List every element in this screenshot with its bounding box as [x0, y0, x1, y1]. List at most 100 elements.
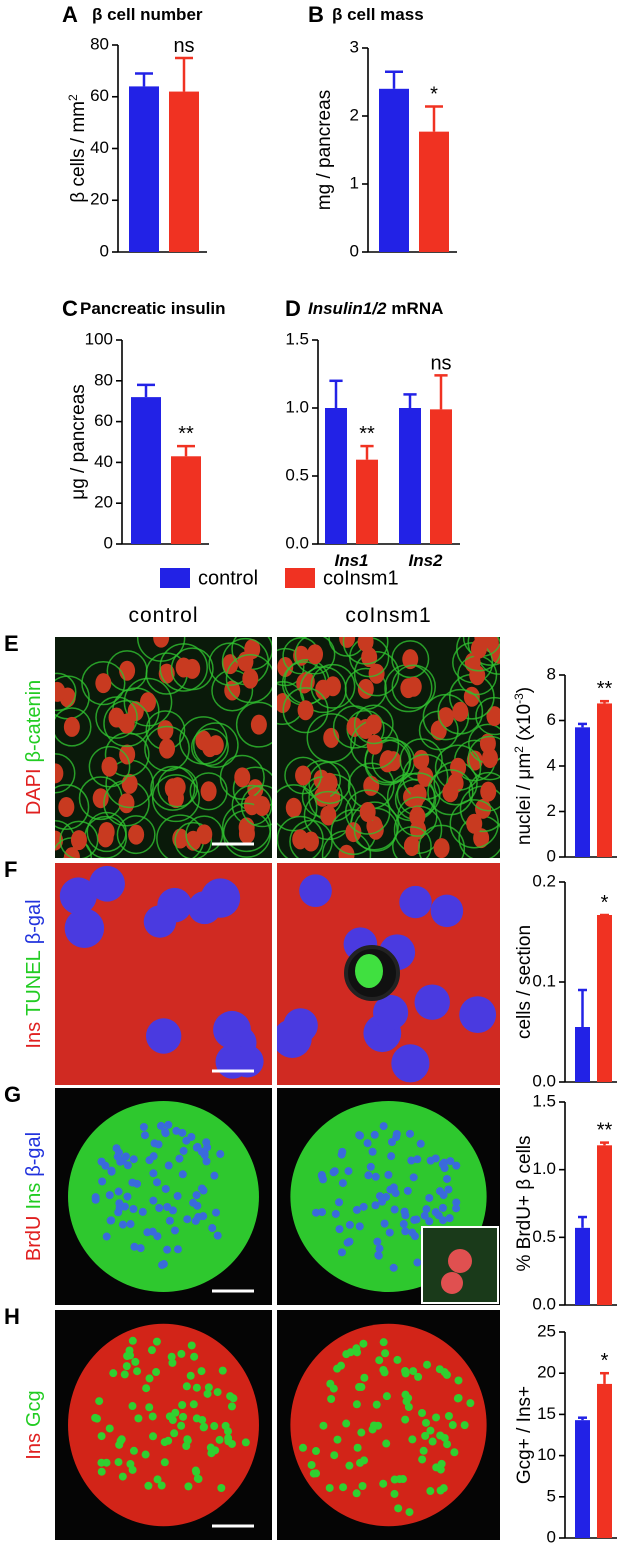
- cell: [343, 1238, 352, 1247]
- panel-letter: D: [285, 296, 301, 321]
- cell: [167, 1352, 176, 1361]
- significance: **: [359, 423, 375, 445]
- cell: [338, 1179, 347, 1188]
- nucleus: [295, 765, 312, 786]
- cell: [357, 1428, 366, 1437]
- cell-border: [88, 745, 131, 788]
- nucleus: [430, 894, 464, 928]
- cell: [390, 1205, 399, 1214]
- nucleus: [118, 793, 135, 814]
- cell: [375, 1244, 384, 1253]
- x-tick-label: Ins2: [408, 551, 443, 570]
- cell: [227, 1402, 236, 1411]
- cell: [364, 1171, 373, 1180]
- cell-border: [282, 687, 329, 734]
- micrograph: [55, 1310, 272, 1540]
- cell: [148, 1412, 157, 1421]
- nucleus: [139, 692, 156, 713]
- cell: [333, 1364, 342, 1373]
- cell: [379, 1338, 388, 1347]
- cell-border: [123, 677, 173, 727]
- y-axis-label: β cells / mm2: [66, 94, 89, 203]
- cell: [157, 1481, 166, 1490]
- cell-border: [344, 789, 391, 835]
- cell: [352, 1344, 361, 1353]
- cell: [384, 1170, 393, 1179]
- cell: [445, 1214, 454, 1223]
- stain: TUNEL: [23, 950, 45, 1016]
- cell: [199, 1212, 208, 1221]
- nucleus: [442, 782, 459, 803]
- cell: [312, 1447, 321, 1456]
- nucleus: [297, 700, 314, 721]
- cell: [161, 1127, 170, 1136]
- cell: [161, 1184, 170, 1193]
- cell: [426, 1426, 435, 1435]
- cell-border: [59, 820, 99, 858]
- y-tick-label: 0.0: [532, 1071, 556, 1090]
- cell: [193, 1474, 202, 1483]
- cell-border: [342, 637, 389, 665]
- cell: [145, 1374, 154, 1383]
- cell: [382, 1439, 391, 1448]
- cell: [192, 1383, 201, 1392]
- nucleus: [339, 637, 356, 648]
- cell: [431, 1208, 440, 1217]
- nucleus: [320, 805, 337, 826]
- cell: [404, 1403, 413, 1412]
- y-tick-label: 100: [85, 329, 113, 348]
- cell: [216, 1150, 225, 1159]
- cell: [368, 1147, 377, 1156]
- panel-letter: B: [308, 2, 324, 27]
- cell: [425, 1193, 434, 1202]
- y-axis-label: nuclei / μm2 (x10-3): [512, 687, 535, 845]
- cell: [208, 1224, 217, 1233]
- cell-border: [397, 796, 438, 837]
- cell: [452, 1204, 461, 1213]
- cell: [165, 1216, 174, 1225]
- cell: [435, 1365, 444, 1374]
- cell: [177, 1349, 186, 1358]
- nucleus: [292, 829, 309, 850]
- nucleus: [466, 813, 483, 834]
- cell: [401, 1211, 410, 1220]
- y-label-part: μg / pancreas: [68, 384, 89, 500]
- cell: [425, 1217, 434, 1226]
- cell: [134, 1414, 143, 1423]
- nucleus: [55, 681, 66, 702]
- y-axis-label: μg / pancreas: [68, 384, 89, 500]
- nucleus: [242, 668, 259, 689]
- cell: [182, 1382, 191, 1391]
- cell-border: [157, 766, 199, 808]
- cell: [330, 1167, 339, 1176]
- cell: [160, 1458, 169, 1467]
- nucleus: [169, 777, 186, 798]
- cell: [152, 1337, 161, 1346]
- cell: [183, 1435, 192, 1444]
- cell: [121, 1152, 130, 1161]
- cell: [128, 1336, 137, 1345]
- cell: [438, 1203, 447, 1212]
- nucleus: [145, 1018, 182, 1054]
- cell: [123, 1161, 132, 1170]
- cell: [179, 1412, 188, 1421]
- legend-swatch: [285, 568, 315, 588]
- nucleus: [63, 716, 80, 737]
- cell: [439, 1191, 448, 1200]
- nucleus: [55, 763, 64, 784]
- cell: [391, 1189, 400, 1198]
- cell: [130, 1242, 139, 1251]
- cell-border: [95, 696, 138, 739]
- y-label-part: Gcg+ / Ins+: [514, 1386, 535, 1484]
- bar: [325, 408, 347, 544]
- cell: [345, 1461, 354, 1470]
- cell: [155, 1204, 164, 1213]
- cell-border: [391, 640, 430, 679]
- cell-border: [284, 756, 322, 795]
- cell: [432, 1413, 441, 1422]
- cell: [442, 1174, 451, 1183]
- bar: [575, 727, 590, 857]
- nucleus: [95, 673, 112, 694]
- cell-border: [86, 811, 127, 853]
- cell-border: [151, 774, 200, 823]
